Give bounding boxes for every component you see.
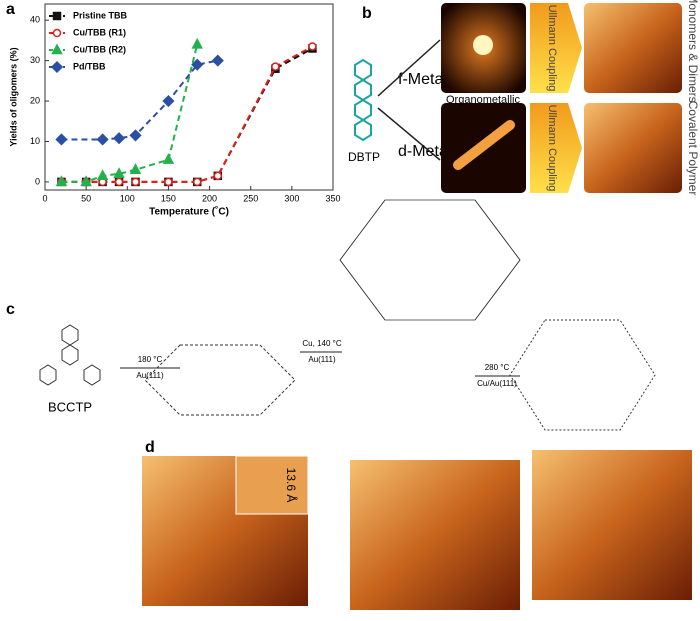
panel-b: b DBTP f-Metal d-Metal Organometallic Ul… [348, 0, 700, 195]
stm-image [584, 3, 682, 93]
molecule-drawing [39, 199, 656, 431]
legend-label: Pristine TBB [73, 10, 128, 20]
arrow-shape [530, 3, 582, 93]
panel-d: d 13.6 Å [142, 439, 692, 610]
y-axis-label: Yields of oligomers (%) [8, 47, 18, 146]
x-axis-label: Temperature (˚C) [149, 206, 229, 218]
condition: 280 °C [485, 363, 510, 372]
x-tick-label: 200 [202, 193, 217, 203]
image-caption: Organometallic [446, 94, 520, 106]
panel-label: c [6, 301, 15, 318]
scale-label: 13.6 Å [284, 468, 299, 503]
molecule-label: BCCTP [48, 399, 92, 414]
x-tick-label: 100 [120, 193, 135, 203]
marker [80, 175, 92, 187]
legend-label: Cu/TBB (R1) [73, 27, 126, 37]
product-label: Covalent Polymer [686, 101, 700, 196]
condition: Au(111) [308, 355, 336, 364]
molecule-label: DBTP [348, 150, 380, 164]
panel-label: b [362, 5, 372, 22]
series-line [61, 45, 313, 183]
molecule-drawing [354, 58, 372, 142]
condition: 180 °C [138, 355, 163, 364]
stm-image [532, 450, 692, 600]
arrow [377, 39, 441, 97]
marker [211, 54, 224, 67]
stm-image [584, 103, 682, 193]
series-line [61, 59, 218, 141]
marker [55, 133, 68, 146]
marker [192, 177, 202, 187]
x-tick-label: 300 [284, 193, 299, 203]
condition: Cu, 140 °C [302, 339, 341, 348]
plot-frame [44, 3, 334, 191]
condition: Au(111) [136, 371, 164, 380]
marker [129, 129, 142, 142]
x-tick-label: 50 [81, 193, 91, 203]
chart-panel: a 0 50 100 150 200 250 300 350 0 10 20 30 40 Temperat… [6, 1, 341, 217]
marker [129, 163, 142, 175]
marker [96, 133, 109, 146]
marker [114, 177, 124, 187]
x-tick-label: 250 [243, 193, 258, 203]
marker [55, 175, 68, 187]
legend-marker [50, 60, 64, 74]
x-tick-label: 350 [325, 193, 340, 203]
legend-marker [51, 43, 63, 55]
marker [131, 177, 140, 187]
panel-label: d [145, 439, 155, 456]
marker [112, 132, 126, 145]
d-metal-label: d-Metal [398, 143, 451, 160]
product-label: Monomers & Dimers [686, 0, 700, 103]
x-tick-label: 150 [161, 193, 176, 203]
stm-image [350, 460, 520, 610]
marker [271, 62, 280, 71]
y-tick-label: 40 [30, 15, 40, 25]
y-tick-label: 30 [30, 55, 40, 65]
legend-marker [52, 28, 62, 38]
marker [96, 169, 109, 181]
marker [191, 58, 204, 71]
legend-marker [52, 11, 62, 21]
panel-c: c BCCTP 180 °C Au(111) Cu, 140 °C Au(111… [6, 199, 656, 431]
stm-image [473, 35, 493, 55]
legend-label: Cu/TBB (R2) [73, 44, 126, 54]
f-metal-label: f-Metal [398, 71, 447, 88]
marker [162, 153, 175, 164]
inset-image [235, 455, 309, 515]
marker [164, 177, 173, 187]
y-tick-label: 20 [30, 95, 40, 105]
marker [113, 167, 125, 179]
marker [308, 42, 317, 51]
marker [162, 94, 175, 108]
stm-image [453, 120, 515, 170]
marker [191, 37, 203, 49]
legend-label: Pd/TBB [73, 61, 106, 71]
marker [213, 171, 223, 181]
coupling-label: Ullmann Coupling [546, 105, 558, 192]
x-tick-label: 0 [42, 193, 47, 203]
condition: Cu/Au(111) [477, 379, 517, 388]
y-tick-label: 0 [35, 176, 40, 186]
panel-label: a [6, 1, 15, 18]
arrow-shape [530, 103, 582, 193]
coupling-label: Ullmann Coupling [546, 5, 558, 92]
arrow [377, 107, 441, 161]
y-tick-label: 10 [30, 136, 40, 146]
